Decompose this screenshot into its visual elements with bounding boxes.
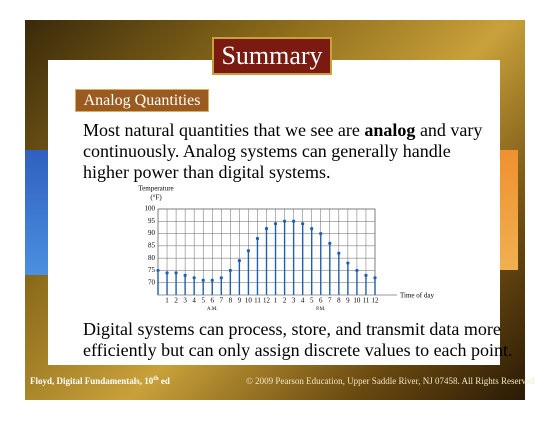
stem-point bbox=[210, 278, 214, 282]
stem-point bbox=[328, 241, 332, 245]
stem-point bbox=[219, 276, 223, 280]
y-axis-unit: (°F) bbox=[150, 194, 162, 202]
x-tick-label: 4 bbox=[301, 297, 305, 305]
stem-point bbox=[192, 276, 196, 280]
x-tick-label: 6 bbox=[319, 297, 323, 305]
x-tick-label: 8 bbox=[229, 297, 233, 305]
x-tick-label: 5 bbox=[201, 297, 205, 305]
x-tick-label: 2 bbox=[174, 297, 178, 305]
stem-point bbox=[310, 227, 314, 231]
x-tick-label: 2 bbox=[283, 297, 287, 305]
stem-point bbox=[273, 222, 278, 226]
section-heading: Analog Quantities bbox=[75, 89, 209, 112]
x-tick-label: 11 bbox=[254, 297, 261, 305]
x-tick-label: 7 bbox=[328, 297, 332, 305]
y-tick-label: 80 bbox=[148, 254, 156, 262]
decor-strip bbox=[500, 150, 518, 270]
x-tick-label: 6 bbox=[211, 297, 215, 305]
text: th bbox=[153, 376, 159, 382]
stem-point bbox=[355, 268, 359, 273]
x-tick-label: 11 bbox=[363, 297, 370, 305]
x-tick-label: 12 bbox=[372, 297, 380, 305]
x-tick-label: 1 bbox=[274, 297, 278, 305]
x-tick-label: 1 bbox=[165, 297, 169, 305]
footer-right: © 2009 Pearson Education, Upper Saddle R… bbox=[246, 376, 535, 386]
x-tick-label: 9 bbox=[346, 297, 350, 305]
y-tick-label: 75 bbox=[148, 266, 156, 274]
x-tick-label: 10 bbox=[245, 297, 253, 305]
text: Most natural quantities that we see are bbox=[83, 120, 365, 140]
stem-point bbox=[165, 271, 169, 275]
stem-point bbox=[237, 259, 241, 263]
x-tick-label: 7 bbox=[220, 297, 224, 305]
y-tick-label: 95 bbox=[148, 217, 156, 225]
stem-point bbox=[364, 273, 368, 277]
y-tick-label: 90 bbox=[148, 229, 156, 237]
y-axis-label: Temperature bbox=[138, 185, 173, 193]
annotation: P.M. bbox=[316, 307, 325, 312]
stem-point bbox=[174, 271, 178, 275]
text: Floyd, Digital Fundamentals, 10 bbox=[30, 376, 154, 386]
annotation: A.M. bbox=[207, 307, 218, 312]
x-tick-label: 12 bbox=[263, 297, 271, 305]
stem-point bbox=[319, 231, 323, 236]
stem-point bbox=[346, 261, 350, 265]
x-tick-label: 9 bbox=[238, 297, 242, 305]
x-tick-label: 5 bbox=[310, 297, 314, 305]
y-tick-label: 100 bbox=[145, 205, 156, 213]
chart: Temperature (°F) Time of day 70758085909… bbox=[138, 185, 434, 312]
paragraph: Most natural quantities that we see are … bbox=[83, 120, 498, 183]
stem-point bbox=[292, 219, 296, 223]
stem-point bbox=[156, 268, 160, 273]
x-tick-label: 4 bbox=[192, 297, 196, 305]
text: ed bbox=[158, 376, 170, 386]
stem-point bbox=[301, 222, 305, 226]
stem-point bbox=[201, 278, 205, 282]
stem-point bbox=[255, 236, 260, 241]
x-tick-label: 8 bbox=[337, 297, 341, 305]
bold-text: analog bbox=[364, 120, 416, 140]
decor-strip bbox=[25, 150, 48, 275]
slide-title: Summary bbox=[212, 37, 332, 75]
stem-point bbox=[183, 273, 187, 277]
stem-point bbox=[337, 251, 341, 255]
x-tick-label: 3 bbox=[183, 297, 187, 305]
stem-point bbox=[264, 227, 269, 231]
stem-point bbox=[282, 219, 287, 223]
y-tick-label: 70 bbox=[148, 278, 156, 286]
x-tick-label: 10 bbox=[353, 297, 361, 305]
stem-point bbox=[246, 249, 251, 253]
text: and vary continuously. Analog systems ca… bbox=[83, 120, 483, 182]
paragraph: Digital systems can process, store, and … bbox=[83, 319, 513, 360]
x-axis-label: Time of day bbox=[400, 292, 434, 300]
stem-point bbox=[373, 276, 377, 280]
stem-point bbox=[228, 268, 232, 273]
y-tick-label: 85 bbox=[148, 241, 156, 249]
x-tick-label: 3 bbox=[292, 297, 296, 305]
footer-left: Floyd, Digital Fundamentals, 10th ed bbox=[30, 376, 170, 386]
